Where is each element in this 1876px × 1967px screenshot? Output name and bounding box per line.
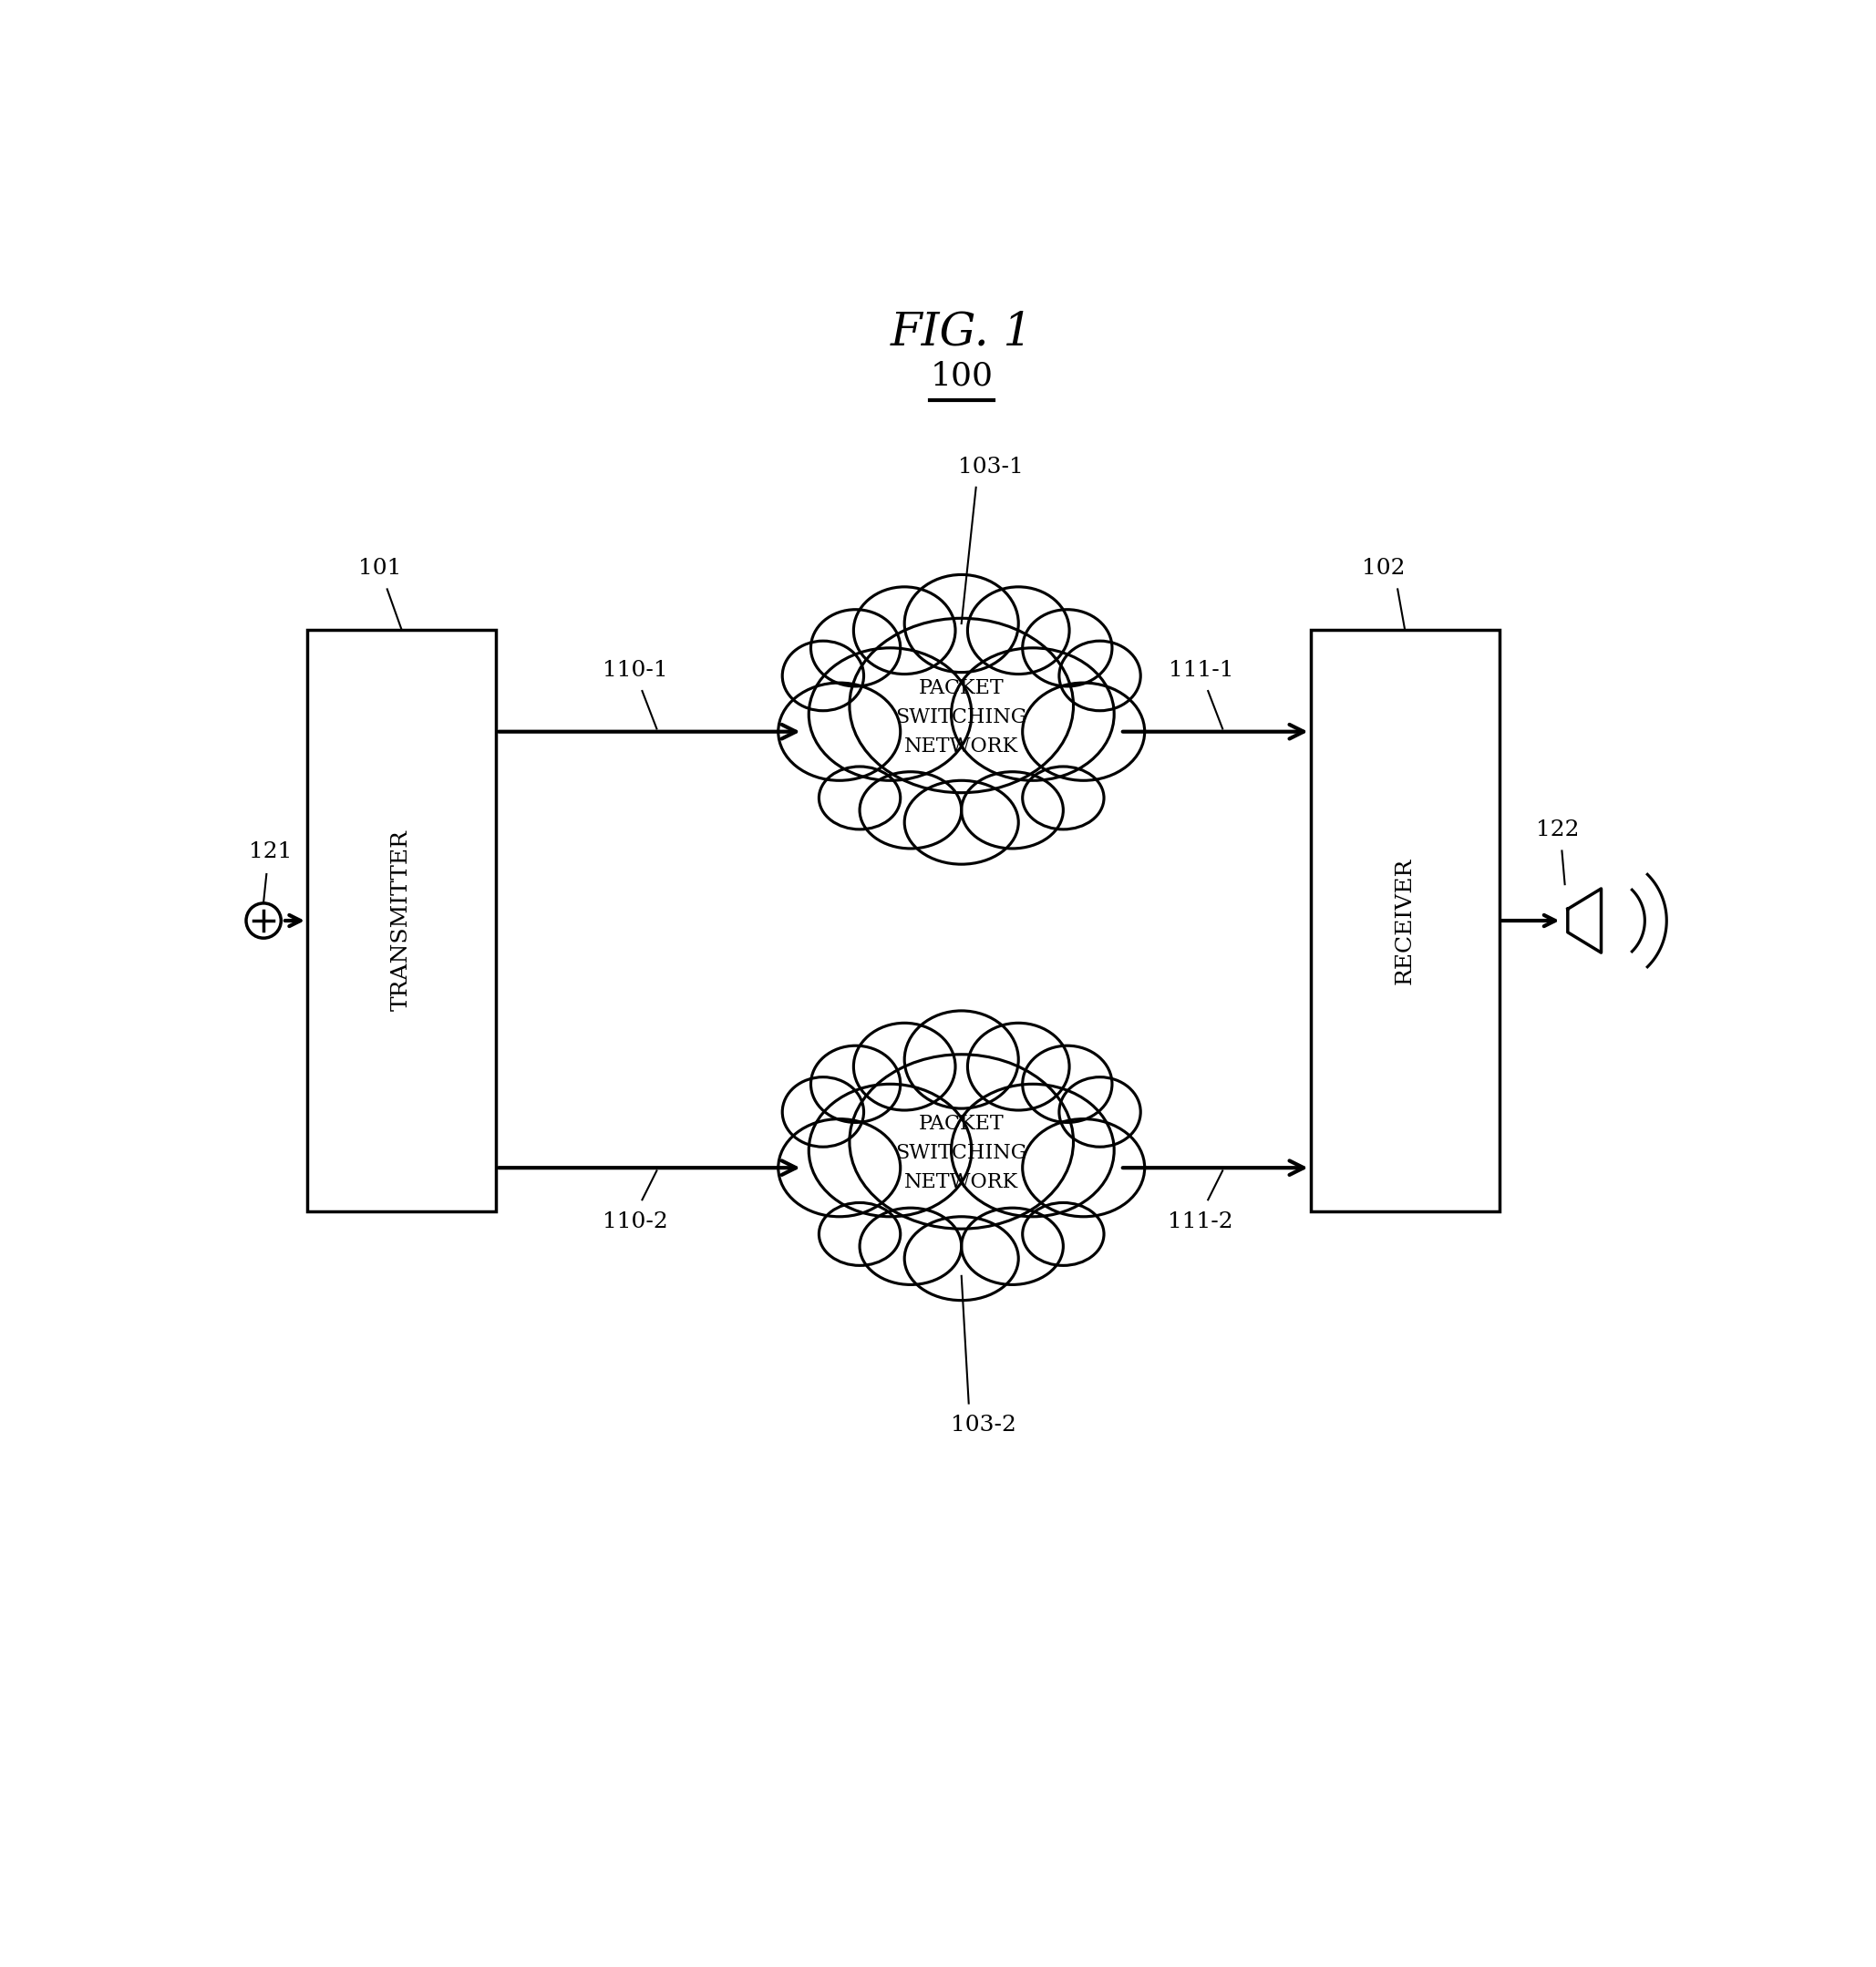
Text: 103-2: 103-2 bbox=[951, 1414, 1017, 1436]
Ellipse shape bbox=[1060, 1078, 1141, 1147]
Ellipse shape bbox=[904, 781, 1019, 864]
Text: 121: 121 bbox=[250, 842, 293, 862]
Ellipse shape bbox=[1022, 1046, 1112, 1123]
Ellipse shape bbox=[850, 618, 1073, 793]
Ellipse shape bbox=[779, 683, 900, 781]
Ellipse shape bbox=[904, 1011, 1019, 1109]
Ellipse shape bbox=[779, 1119, 900, 1218]
Text: 122: 122 bbox=[1536, 820, 1580, 840]
Text: 102: 102 bbox=[1362, 559, 1405, 578]
Ellipse shape bbox=[1022, 767, 1103, 830]
Text: FIG. 1: FIG. 1 bbox=[891, 311, 1032, 356]
Ellipse shape bbox=[904, 574, 1019, 673]
Ellipse shape bbox=[1060, 641, 1141, 710]
Ellipse shape bbox=[962, 1208, 1064, 1284]
Text: 100: 100 bbox=[930, 360, 992, 391]
Text: 110-2: 110-2 bbox=[602, 1212, 668, 1233]
Text: PACKET
SWITCHING
NETWORK: PACKET SWITCHING NETWORK bbox=[895, 679, 1028, 757]
Text: RECEIVER: RECEIVER bbox=[1394, 858, 1415, 984]
Ellipse shape bbox=[1022, 1119, 1144, 1218]
Ellipse shape bbox=[1022, 683, 1144, 781]
Ellipse shape bbox=[820, 1202, 900, 1265]
Ellipse shape bbox=[820, 767, 900, 830]
Bar bbox=[308, 629, 495, 1212]
Ellipse shape bbox=[1022, 1202, 1103, 1265]
Ellipse shape bbox=[809, 1084, 972, 1218]
Polygon shape bbox=[1568, 889, 1602, 952]
Ellipse shape bbox=[859, 1208, 961, 1284]
Ellipse shape bbox=[809, 647, 972, 781]
Ellipse shape bbox=[968, 586, 1069, 675]
Bar bbox=[1309, 629, 1499, 1212]
Text: 101: 101 bbox=[358, 559, 401, 578]
Ellipse shape bbox=[968, 1023, 1069, 1109]
Text: 103-1: 103-1 bbox=[959, 456, 1022, 478]
Ellipse shape bbox=[782, 1078, 863, 1147]
Ellipse shape bbox=[859, 771, 961, 848]
Ellipse shape bbox=[951, 1084, 1114, 1218]
Ellipse shape bbox=[904, 1218, 1019, 1300]
Ellipse shape bbox=[951, 647, 1114, 781]
Ellipse shape bbox=[854, 1023, 955, 1109]
Circle shape bbox=[246, 903, 281, 938]
Text: 111-2: 111-2 bbox=[1169, 1212, 1233, 1233]
Ellipse shape bbox=[962, 771, 1064, 848]
Ellipse shape bbox=[782, 641, 863, 710]
Ellipse shape bbox=[854, 586, 955, 675]
Text: PACKET
SWITCHING
NETWORK: PACKET SWITCHING NETWORK bbox=[895, 1113, 1028, 1192]
Ellipse shape bbox=[850, 1054, 1073, 1229]
Ellipse shape bbox=[1022, 610, 1112, 686]
Ellipse shape bbox=[810, 610, 900, 686]
Ellipse shape bbox=[810, 1046, 900, 1123]
Text: 110-1: 110-1 bbox=[602, 659, 668, 681]
Text: TRANSMITTER: TRANSMITTER bbox=[392, 830, 413, 1011]
Text: 111-1: 111-1 bbox=[1169, 659, 1233, 681]
